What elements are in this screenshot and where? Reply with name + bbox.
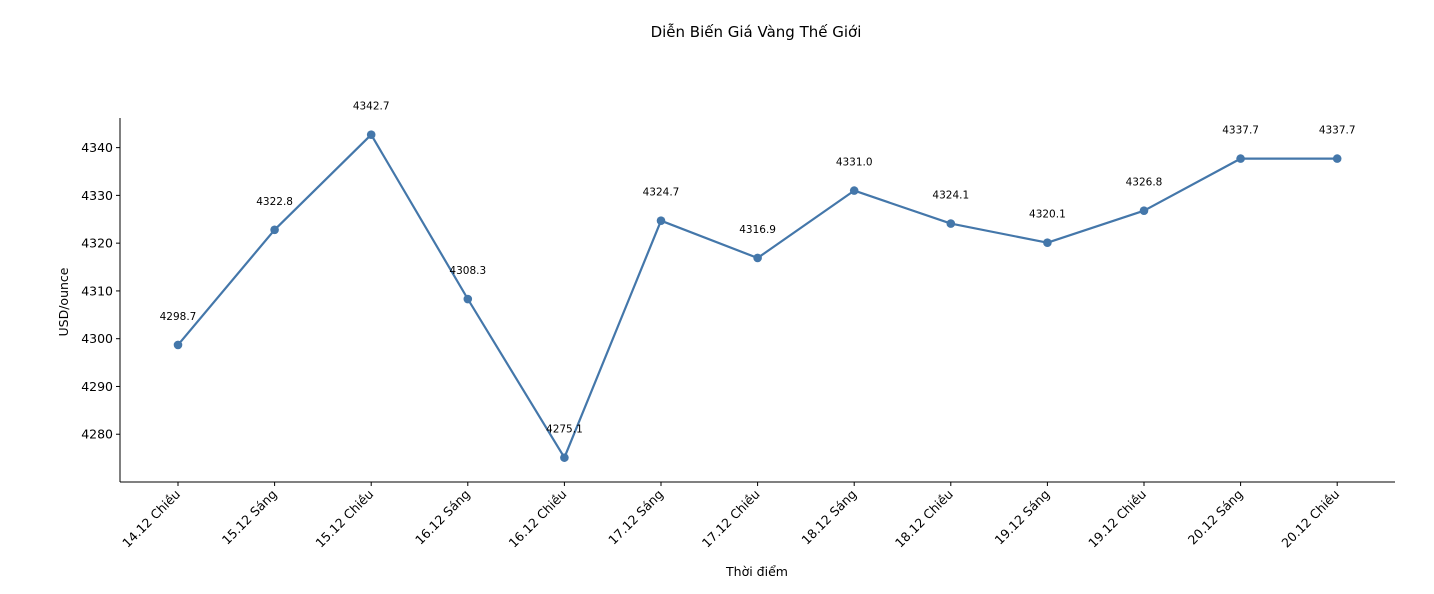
x-tick-label: 16.12 Chiều (506, 487, 570, 551)
data-label: 4320.1 (1029, 209, 1066, 221)
y-tick-label: 4330 (81, 188, 113, 203)
data-point (946, 219, 956, 228)
x-tick-label: 20.12 Sáng (1185, 487, 1246, 548)
data-label: 4322.8 (256, 196, 293, 208)
data-point (173, 340, 183, 350)
x-tick-label: 19.12 Chiều (1085, 487, 1149, 551)
data-label-layer: 4298.7 4322.8 4342.7 4308.3 4275.1 4324.7 4316… (160, 101, 1356, 436)
data-point (270, 225, 279, 235)
y-tick-label: 4340 (81, 140, 113, 155)
x-tick-label: 17.12 Chiều (699, 487, 763, 551)
data-label: 4316.9 (739, 224, 776, 236)
data-point (1236, 154, 1245, 163)
y-tick-label: 4320 (81, 236, 113, 251)
x-tick-label: 20.12 Chiều (1278, 487, 1342, 551)
data-label: 4324.7 (643, 187, 680, 199)
data-label: 4275.1 (546, 424, 583, 436)
data-label: 4337.7 (1319, 125, 1356, 137)
data-point (1332, 154, 1342, 163)
x-tick-label: 15.12 Chiều (312, 487, 376, 551)
data-point (366, 130, 376, 140)
x-tick-label: 15.12 Sáng (219, 487, 280, 548)
x-axis-label: Thời điểm (725, 564, 788, 579)
y-tick-label: 4280 (81, 427, 113, 442)
data-point (849, 186, 859, 195)
y-tick-label: 4310 (81, 283, 113, 298)
data-point (1139, 206, 1149, 215)
data-label: 4337.7 (1222, 125, 1259, 137)
chart-title: Diễn Biến Giá Vàng Thế Giới (651, 23, 862, 41)
data-label: 4331.0 (836, 157, 873, 169)
data-label: 4308.3 (449, 265, 486, 277)
data-label: 4324.1 (932, 190, 969, 202)
data-label: 4298.7 (160, 311, 197, 323)
x-tick-label: 17.12 Sáng (605, 487, 666, 548)
data-label: 4342.7 (353, 101, 390, 113)
y-axis-label: USD/ounce (56, 267, 71, 336)
axes (119, 118, 1395, 483)
x-tick-label: 16.12 Sáng (412, 487, 473, 548)
x-tick-label: 18.12 Sáng (798, 487, 859, 548)
y-tick-label: 4290 (81, 379, 113, 394)
x-tick-label: 14.12 Chiều (119, 487, 183, 551)
x-tick-label: 18.12 Chiều (892, 487, 956, 551)
data-point (753, 253, 762, 263)
data-point (656, 216, 666, 226)
data-point (463, 294, 473, 304)
x-tick-label: 19.12 Sáng (992, 487, 1053, 548)
price-series-line (177, 133, 1338, 459)
data-label: 4326.8 (1126, 177, 1163, 189)
data-point (1043, 238, 1052, 247)
y-tick-label: 4300 (81, 331, 113, 346)
series-layer (173, 130, 1342, 462)
data-point (560, 453, 569, 462)
